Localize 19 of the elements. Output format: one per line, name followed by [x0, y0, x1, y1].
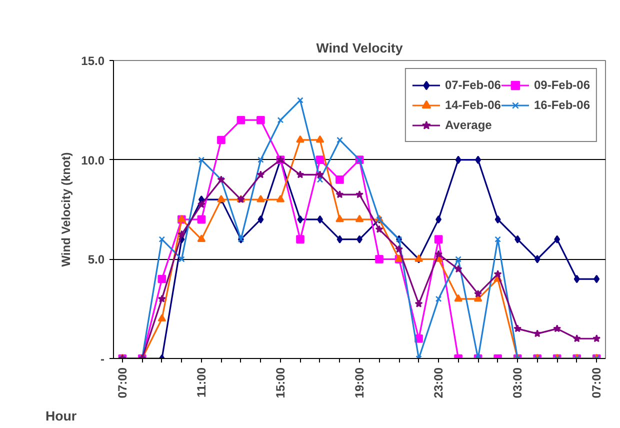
x-tick-label: 19:00 — [352, 367, 366, 398]
legend-label: 16-Feb-06 — [534, 98, 590, 112]
x-tick-label: 23:00 — [432, 367, 446, 398]
legend-label: 09-Feb-06 — [534, 78, 590, 92]
x-axis-title: Hour — [46, 408, 77, 424]
legend-label: 07-Feb-06 — [444, 78, 501, 92]
x-tick-label: 11:00 — [194, 367, 208, 398]
x-tick-label: 07:00 — [115, 367, 130, 398]
y-tick-label: - — [100, 352, 105, 366]
y-tick-label: 5.0 — [88, 252, 105, 267]
y-axis-title: Wind Velocity (knot) — [59, 152, 74, 267]
x-tick-label: 07:00 — [590, 367, 604, 398]
y-tick-label: 15.0 — [81, 54, 105, 68]
chart-title: Wind Velocity — [316, 40, 404, 56]
legend-label: 14-Feb-06 — [444, 98, 501, 112]
y-tick-label: 10.0 — [81, 153, 105, 168]
x-tick-label: 15:00 — [273, 367, 288, 398]
legend-label: Average — [444, 118, 492, 132]
x-tick-label: 03:00 — [510, 367, 525, 398]
